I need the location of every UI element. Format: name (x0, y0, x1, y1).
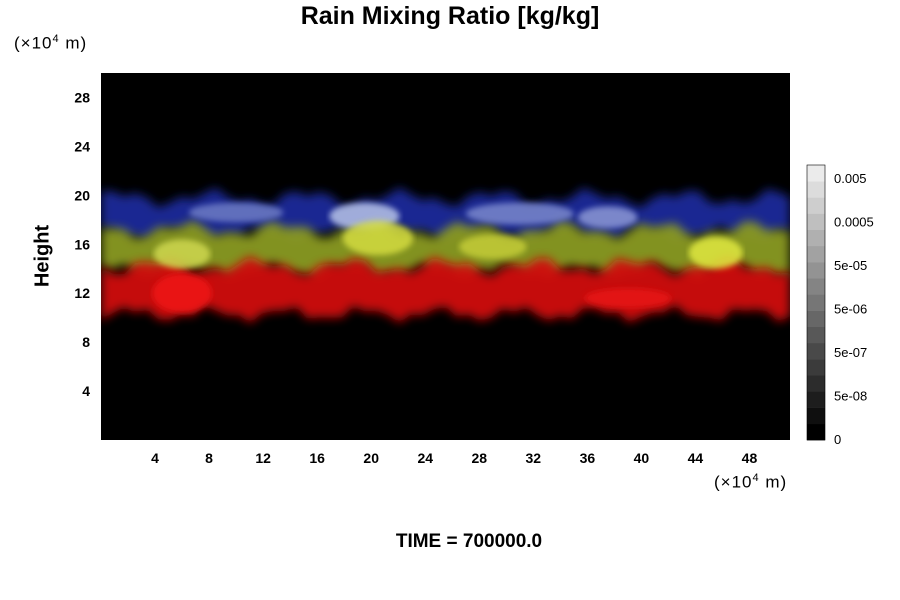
chart-title: Rain Mixing Ratio [kg/kg] (300, 2, 600, 30)
colorbar-swatch (807, 213, 825, 231)
layer-highlight-7 (688, 236, 743, 269)
colorbar-swatch (807, 278, 825, 295)
colorbar-label: 0 (834, 432, 841, 447)
colorbar-label: 0.0005 (834, 215, 874, 230)
x-tick-label: 12 (255, 450, 271, 466)
y-axis-unit: (×104 m) (14, 33, 88, 53)
colorbar-label: 5e-05 (834, 258, 867, 273)
colorbar-swatch (807, 375, 825, 392)
colorbar-label: 5e-08 (834, 389, 867, 404)
colorbar-swatch (807, 229, 825, 247)
x-ticks: 4 8 12 16 20 24 28 32 36 40 44 48 (151, 450, 757, 466)
colorbar-swatch (807, 262, 825, 279)
y-tick-label: 28 (74, 89, 90, 105)
y-tick-label: 8 (82, 334, 90, 350)
colorbar-swatch (807, 245, 825, 263)
x-tick-label: 16 (309, 450, 325, 466)
colorbar-swatch (807, 359, 825, 376)
x-tick-label: 44 (688, 450, 704, 466)
x-tick-label: 28 (471, 450, 487, 466)
x-tick-label: 48 (742, 450, 758, 466)
data-layers (101, 187, 790, 323)
x-tick-label: 8 (205, 450, 213, 466)
colorbar-frame (806, 164, 826, 441)
y-tick-label: 24 (74, 138, 90, 154)
layer-highlight-1 (188, 202, 284, 223)
layer-highlight-6 (459, 234, 527, 259)
colorbar-swatch (807, 407, 825, 425)
colorbar-swatch (807, 181, 825, 198)
y-tick-label: 16 (74, 236, 90, 252)
layer-highlight-9 (584, 288, 672, 308)
y-ticks: 4 8 12 16 20 24 28 (74, 89, 90, 399)
layer-highlight-8 (152, 273, 212, 313)
colorbar-label: 5e-07 (834, 345, 867, 360)
y-tick-label: 4 (82, 383, 90, 399)
colorbar-swatch (807, 326, 825, 344)
colorbar-swatch (807, 310, 825, 328)
x-tick-label: 20 (363, 450, 379, 466)
colorbar: 0.005 0.0005 5e-05 5e-06 5e-07 5e-08 0 (806, 164, 874, 447)
colorbar-swatch (807, 391, 825, 408)
x-tick-label: 36 (580, 450, 596, 466)
x-tick-label: 40 (634, 450, 650, 466)
x-tick-label: 4 (151, 450, 159, 466)
colorbar-label: 5e-06 (834, 302, 867, 317)
y-tick-label: 20 (74, 187, 90, 203)
colorbar-swatch (807, 423, 825, 441)
layer-highlight-5 (342, 221, 414, 256)
colorbar-swatch (807, 165, 825, 182)
x-tick-label: 24 (417, 450, 433, 466)
colorbar-label: 0.005 (834, 171, 867, 186)
layer-highlight-4 (153, 239, 211, 269)
colorbar-swatch (807, 342, 825, 360)
layer-highlight-2 (465, 202, 574, 225)
x-axis-unit: (×104 m) (714, 472, 788, 492)
y-tick-label: 12 (74, 285, 90, 301)
colorbar-swatch (807, 197, 825, 214)
x-tick-label: 32 (526, 450, 542, 466)
time-label: TIME = 700000.0 (395, 531, 543, 552)
colorbar-swatch (807, 294, 825, 311)
layer-highlight-3 (577, 206, 638, 229)
